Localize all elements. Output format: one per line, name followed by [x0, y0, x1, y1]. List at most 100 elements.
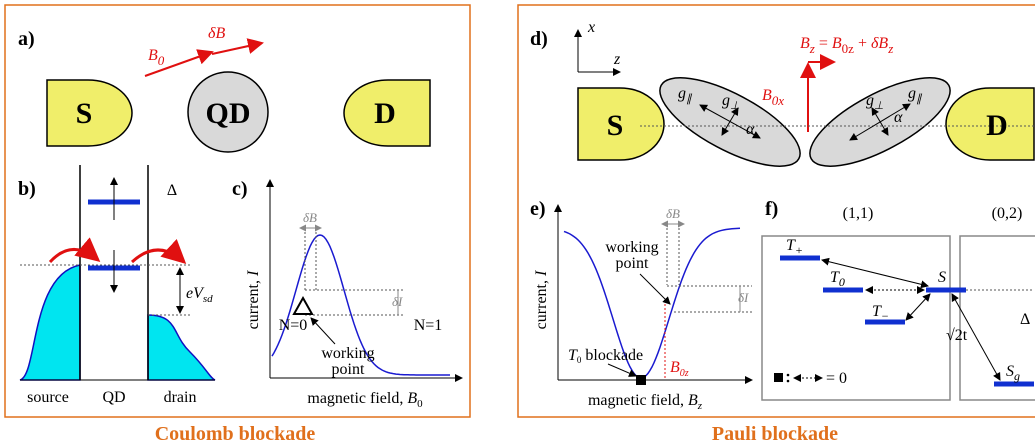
- subscript: −: [881, 309, 889, 323]
- state-label: T0: [830, 269, 845, 289]
- gap-label: Δ: [167, 182, 177, 199]
- charge-label: (0,2): [992, 205, 1023, 222]
- delta-b-label: δB: [666, 206, 680, 221]
- delta-i-label: δI: [738, 290, 749, 305]
- legend-marker: [774, 373, 783, 382]
- panel-label: b): [18, 178, 36, 200]
- symbol: g: [866, 92, 874, 109]
- blockade-label: T0 blockade: [568, 347, 643, 365]
- label-text: magnetic field,: [588, 392, 688, 409]
- subscript: ⊥: [874, 100, 884, 112]
- label-text: blockade: [581, 347, 643, 364]
- symbol: B: [407, 390, 417, 407]
- tunnel-arrow: [50, 249, 98, 262]
- state-box: [762, 236, 950, 400]
- delta-b-label: δB: [303, 210, 317, 225]
- drain-label: D: [374, 97, 396, 130]
- operator: =: [815, 35, 832, 52]
- x-axis-label: magnetic field, Bz: [588, 392, 703, 412]
- state-label: N=1: [414, 317, 443, 334]
- state-label: N=0: [279, 317, 308, 334]
- x-axis-label: magnetic field, B0: [307, 390, 423, 410]
- panel-label: d): [530, 28, 548, 50]
- subscript: 0: [158, 53, 165, 68]
- source-label: S: [607, 109, 624, 142]
- subscript: 0x: [772, 93, 785, 108]
- subscript: sd: [203, 293, 213, 305]
- symbol: S: [1006, 363, 1014, 380]
- state-label: T+: [786, 237, 803, 257]
- subscript: +: [795, 243, 803, 257]
- label-text: current,: [533, 276, 550, 329]
- symbol: g: [722, 92, 730, 109]
- annotation: working: [605, 239, 658, 256]
- legend-colon: [787, 374, 790, 377]
- coupling-arrow: [906, 294, 930, 320]
- source-label: S: [76, 97, 93, 130]
- transverse-field-label: B0x: [762, 87, 784, 108]
- annotation: working: [321, 345, 374, 362]
- legend-colon: [787, 380, 790, 383]
- delta-label: δB: [208, 25, 225, 42]
- annotation: point: [332, 361, 365, 378]
- bias-label: eVsd: [186, 285, 213, 305]
- caption: Coulomb blockade: [155, 423, 316, 445]
- symbol: δB: [871, 35, 888, 52]
- subscript: 0z: [842, 41, 855, 56]
- symbol: B: [762, 87, 772, 104]
- caption: Pauli blockade: [712, 423, 838, 445]
- subscript: z: [697, 400, 703, 412]
- charge-label: (1,1): [843, 205, 874, 222]
- axis-label: z: [613, 51, 621, 68]
- angle-label: α: [746, 121, 755, 138]
- label-text: magnetic field,: [307, 390, 407, 407]
- region-label: drain: [164, 389, 197, 406]
- subscript: 0: [839, 275, 845, 289]
- figure: Coulomb blockade a) B0 δB S QD D b) Δ eV…: [0, 0, 1035, 445]
- state-label: S: [938, 269, 946, 286]
- drain-label: D: [986, 109, 1008, 142]
- subscript: z: [887, 41, 893, 56]
- axis-label: x: [587, 19, 595, 36]
- subscript: 0: [417, 398, 423, 410]
- panel-label: a): [18, 28, 35, 50]
- symbol: g: [678, 85, 686, 102]
- delta-arrow: [212, 43, 262, 54]
- region-label: QD: [102, 389, 125, 406]
- y-axis-label: current, I: [533, 270, 550, 329]
- field-marker-label: B0z: [670, 359, 689, 379]
- symbol: B: [688, 392, 698, 409]
- dot-label: QD: [206, 97, 251, 130]
- angle-label: α: [894, 109, 903, 126]
- label-text: current,: [245, 276, 262, 329]
- symbol: B: [148, 47, 158, 64]
- panel-label: c): [232, 178, 248, 200]
- working-point-marker: [294, 298, 312, 314]
- legend-label: = 0: [826, 370, 847, 387]
- drain-fermi-sea: [148, 315, 215, 380]
- panel-label: f): [765, 198, 778, 220]
- panel-label: e): [530, 198, 546, 220]
- operator: +: [854, 35, 871, 52]
- gap-label: Δ: [1020, 311, 1030, 328]
- state-label: Sg: [1006, 363, 1020, 383]
- symbol: B: [670, 359, 680, 376]
- subscript: ⊥: [730, 100, 740, 112]
- tunnel-arrow: [132, 250, 184, 262]
- blockade-marker: [636, 375, 646, 385]
- symbol: B: [800, 35, 810, 52]
- field-label: B0: [148, 47, 165, 68]
- pointer-arrow: [640, 274, 670, 304]
- delta-i-label: δI: [392, 294, 403, 309]
- symbol: B: [832, 35, 842, 52]
- total-field-label: Bz = B0z + δBz: [800, 35, 893, 56]
- symbol: I: [245, 270, 262, 277]
- region-label: source: [27, 389, 69, 406]
- symbol: g: [908, 85, 916, 102]
- subscript: 0z: [680, 368, 689, 379]
- subscript: g: [1014, 369, 1020, 383]
- symbol: I: [533, 270, 550, 277]
- source-fermi-sea: [20, 265, 80, 380]
- pointer-arrow: [311, 318, 335, 344]
- annotation: point: [616, 255, 649, 272]
